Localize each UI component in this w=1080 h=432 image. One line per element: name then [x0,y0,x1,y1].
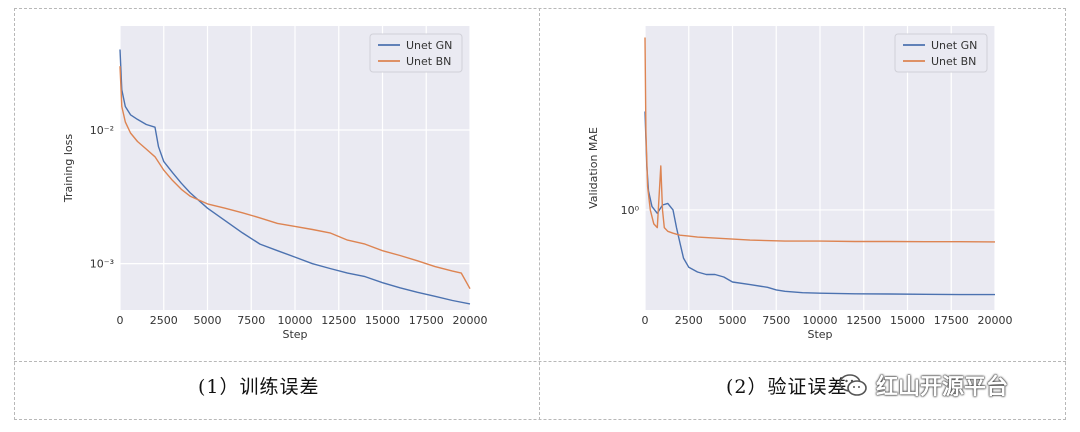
legend-box [894,33,988,73]
y-axis-label: Training loss [62,134,75,203]
figure-frame [14,8,1066,420]
watermark: 红山开源平台 [838,368,1008,402]
legend-label-1: Unet BN [931,55,976,68]
x-tick-label: 17500 [934,314,969,327]
x-tick-label: 5000 [719,314,747,327]
x-tick-label: 10000 [278,314,313,327]
x-tick-label: 15000 [365,314,400,327]
series-line-1 [119,66,471,290]
validation-mae-chart: 0 2500 5000 7500 10000 12500 15000 17500 20000 10… [587,26,1013,341]
x-tick-label: 5000 [194,314,222,327]
x-tick-label: 7500 [237,314,265,327]
x-tick-label: 7500 [762,314,790,327]
y-tick-label: 10⁰ [621,204,640,217]
watermark-text: 红山开源平台 [876,375,1009,400]
x-tick-label: 20000 [978,314,1013,327]
y-tick-label: 10⁻² [90,124,114,137]
wechat-icon [839,374,867,396]
legend-box [369,33,463,73]
x-tick-label: 2500 [675,314,703,327]
x-tick-label: 20000 [453,314,488,327]
x-axis-label: Step [282,328,307,341]
series-line-0 [644,111,995,296]
x-tick-label: 17500 [409,314,444,327]
caption-training-error: (1）训练误差 [198,376,320,398]
training-loss-chart: 0 2500 5000 7500 10000 12500 15000 17500 20000 10… [62,26,488,341]
x-axis-label: Step [807,328,832,341]
x-tick-label: 12500 [846,314,881,327]
caption-validation-error: (2）验证误差 [726,376,848,398]
x-tick-label: 15000 [890,314,925,327]
x-tick-label: 0 [117,314,124,327]
legend-label-0: Unet GN [931,39,977,52]
x-tick-label: 10000 [803,314,838,327]
x-tick-label: 2500 [150,314,178,327]
series-line-1 [644,37,996,243]
y-tick-label: 10⁻³ [90,258,114,271]
x-tick-label: 12500 [321,314,356,327]
x-tick-label: 0 [642,314,649,327]
legend-label-0: Unet GN [406,39,452,52]
legend-label-1: Unet BN [406,55,451,68]
caption-divider [14,361,1066,362]
series-line-0 [119,49,471,305]
column-divider [539,8,540,420]
y-axis-label: Validation MAE [587,127,600,209]
